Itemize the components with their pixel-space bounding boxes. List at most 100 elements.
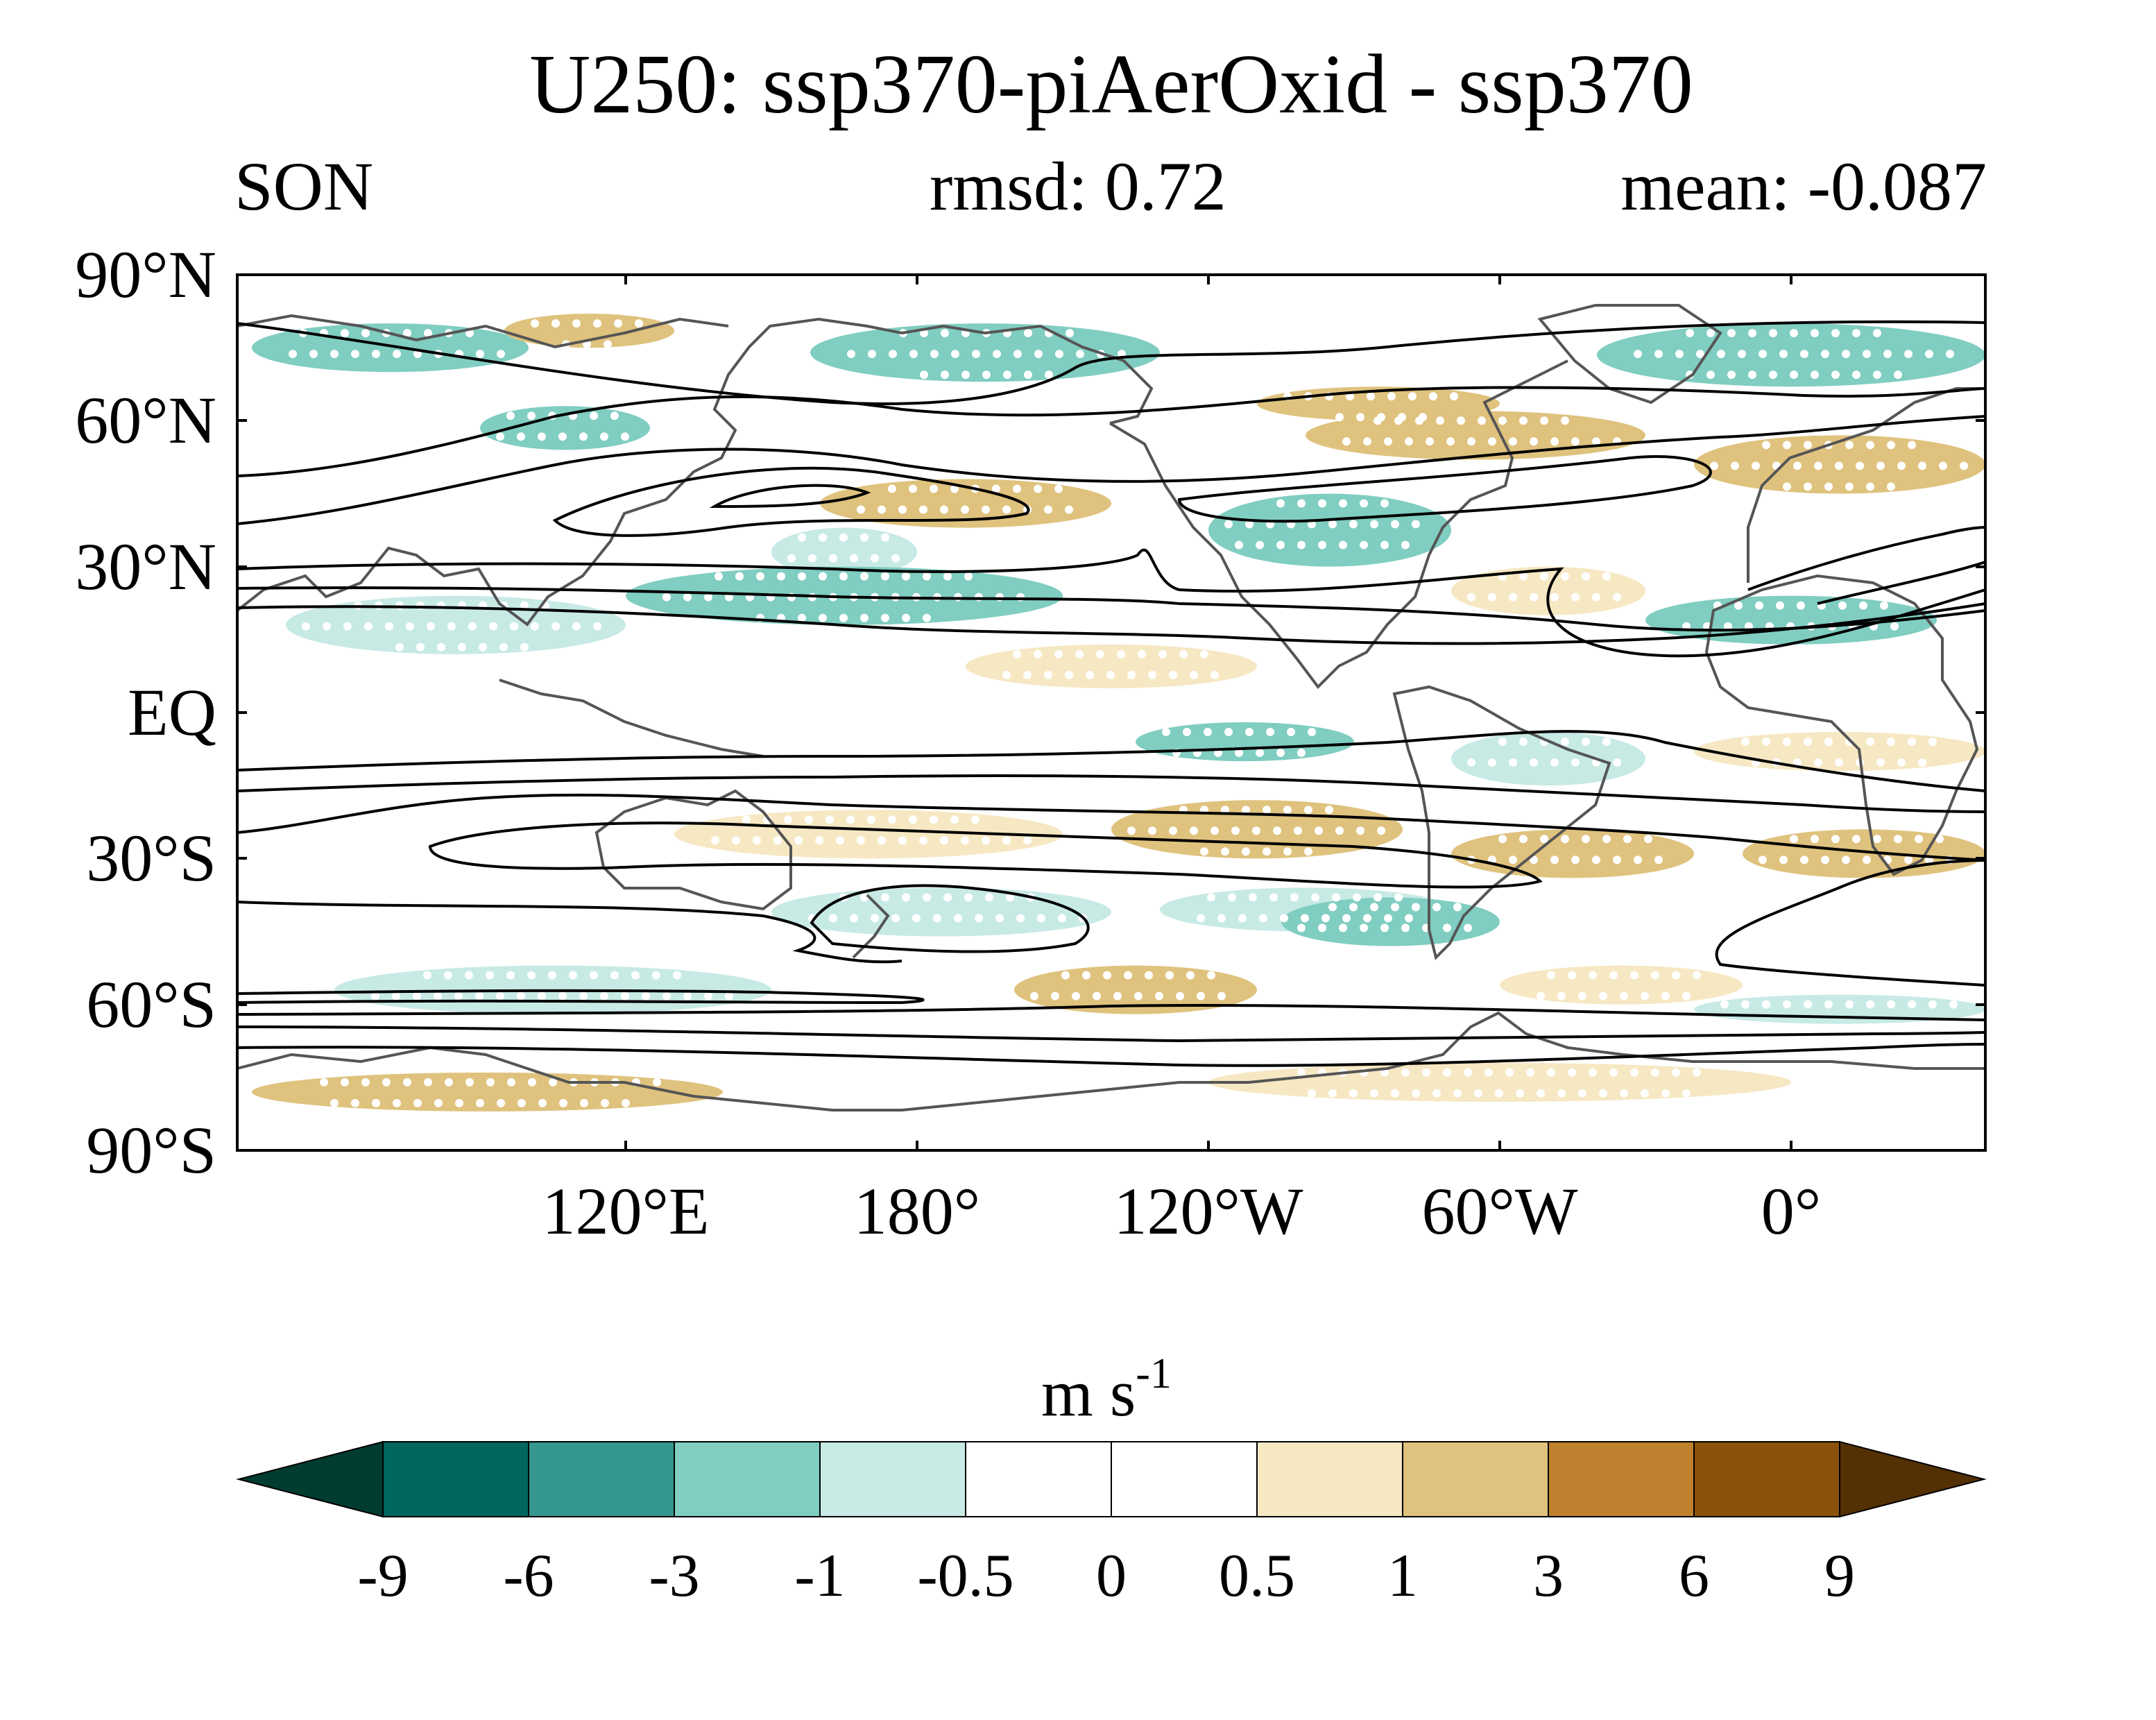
stipple-dot [1904, 855, 1913, 865]
stipple-dot [579, 432, 588, 441]
stipple-dot [510, 622, 518, 631]
stipple-dot [1540, 835, 1548, 844]
stipple-dot [898, 836, 907, 845]
stipple-dot [1811, 371, 1819, 380]
stipple-dot [1609, 971, 1618, 980]
stipple-dot [881, 613, 889, 622]
stipple-dot [1613, 593, 1621, 602]
stipple-dot [517, 1098, 526, 1107]
stipple-dot [1145, 971, 1153, 980]
stipple-dot [1360, 540, 1368, 550]
stipple-dot [1467, 593, 1475, 602]
stipple-dot [1304, 847, 1312, 856]
stipple-dot [1800, 350, 1808, 359]
colorbar-labels: -9 -6 -3 -1 -0.5 0 0.5 1 3 6 9 [357, 1542, 1855, 1610]
stipple-dot [1297, 923, 1306, 933]
stipple-dot [392, 991, 400, 1001]
stipple-dot [413, 991, 421, 1001]
stipple-dot [1238, 914, 1247, 923]
stipple-dot [1446, 437, 1455, 446]
stipple-dot [1908, 738, 1916, 747]
stipple-dot [1221, 806, 1229, 815]
stipple-dot [1200, 649, 1208, 658]
stipple-dot [1505, 1068, 1514, 1077]
colorbar-extend-low [236, 1440, 384, 1518]
stipple-dot [950, 484, 959, 493]
stipple-dot [551, 622, 560, 631]
stipple-dot [1252, 826, 1260, 835]
stipple-dot [1519, 835, 1528, 844]
stipple-dot [341, 329, 349, 338]
stipple-dot [1405, 914, 1413, 923]
stipple-dot [395, 642, 404, 652]
stipple-dot [1498, 416, 1507, 425]
stipple-dot [1602, 738, 1611, 747]
stipple-dot [773, 836, 782, 845]
stipple-dot [1887, 482, 1895, 491]
stipple-dot [1297, 540, 1306, 550]
stipple-dot [1384, 437, 1392, 446]
stipple-dot [496, 991, 504, 1001]
stipple-dot [385, 622, 393, 631]
stipple-dot [1024, 329, 1032, 338]
stipple-dot [1467, 437, 1475, 446]
stipple-dot [982, 371, 991, 380]
stipple-dot [506, 971, 515, 980]
stipple-dot [497, 350, 505, 359]
stipple-dot [1738, 350, 1746, 359]
stipple-dot [878, 836, 886, 845]
contour-line [237, 586, 1985, 632]
stipple-dot [1821, 350, 1829, 359]
stipple-dot [517, 432, 525, 441]
stipple-dot [836, 836, 844, 845]
stipple-dot [558, 432, 567, 441]
stipple-dot [1651, 1068, 1659, 1077]
stipple-dot [1127, 670, 1136, 679]
stipple-dot [909, 815, 917, 824]
anomaly-region [1451, 732, 1645, 786]
stipple-dot [1353, 893, 1361, 902]
stipple-dot [579, 991, 588, 1001]
stipple-dot [1204, 728, 1212, 737]
stipple-dot [1464, 923, 1472, 933]
stipple-dot [1769, 329, 1777, 338]
stipple-dot [725, 593, 733, 602]
stipple-dot [593, 622, 601, 631]
stipple-dot [1308, 728, 1316, 737]
stipple-dot [964, 572, 973, 581]
anomaly-region [1014, 965, 1257, 1014]
stipple-dot [1422, 1068, 1430, 1077]
stipple-dot [372, 350, 380, 359]
stipple-dot [1547, 971, 1555, 980]
stipple-dot [1002, 505, 1011, 514]
stipple-dot [1630, 971, 1639, 980]
stipple-dot [1356, 826, 1364, 835]
stipple-dot [1266, 728, 1274, 737]
coastline-australia [594, 789, 792, 911]
stipple-dot [1082, 971, 1090, 980]
contour-line [237, 320, 1985, 405]
stipple-dot [1412, 1089, 1420, 1098]
stipple-dot [1061, 971, 1070, 980]
stipple-dot [517, 991, 525, 1001]
stipple-dot [1349, 1089, 1358, 1098]
stipple-dot [867, 815, 875, 824]
stipple-dot [1245, 520, 1254, 529]
stipple-dot [1793, 461, 1802, 470]
stipple-dot [1066, 329, 1074, 338]
stipple-dot [1852, 835, 1860, 844]
stipple-dot [1349, 520, 1358, 529]
stipple-dot [662, 991, 671, 1001]
stipple-dot [1741, 738, 1749, 747]
stipple-dot [1592, 437, 1600, 446]
stipple-dot [1561, 416, 1569, 425]
stipple-dot [610, 411, 619, 420]
stipple-dot [1478, 416, 1486, 425]
stipple-dot [1783, 441, 1791, 450]
contour-line [237, 415, 1985, 525]
stipple-dot [920, 371, 928, 380]
stipple-dot [1155, 991, 1163, 1001]
stipple-dot [361, 1078, 370, 1087]
stipple-dot [382, 1078, 391, 1087]
stipple-dot [1894, 371, 1902, 380]
